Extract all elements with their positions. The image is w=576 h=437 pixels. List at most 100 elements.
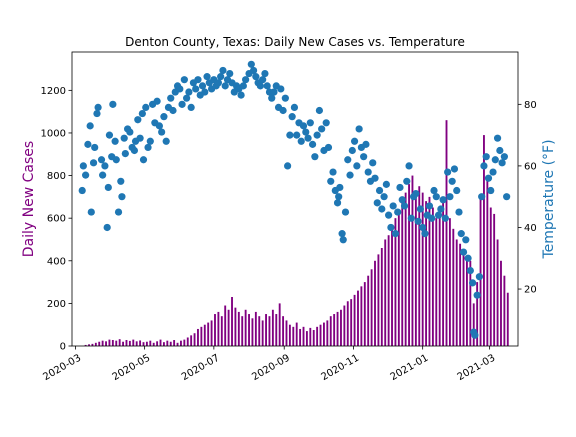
temperature-point xyxy=(105,131,114,139)
case-bar xyxy=(489,207,492,346)
temperature-point xyxy=(480,162,488,170)
temperature-point xyxy=(167,94,175,102)
temperature-point xyxy=(176,85,184,93)
case-bar xyxy=(316,326,319,346)
case-bar xyxy=(173,340,176,346)
temperature-point xyxy=(400,202,409,210)
temperature-point xyxy=(284,162,292,170)
temperature-point xyxy=(313,131,321,139)
case-bar xyxy=(452,228,455,346)
temperature-point xyxy=(112,156,120,164)
temperature-point xyxy=(252,73,260,81)
case-bar xyxy=(445,120,448,346)
case-bar xyxy=(186,337,189,346)
temperature-point xyxy=(371,174,379,182)
temperature-point xyxy=(346,171,354,179)
case-bar xyxy=(336,311,339,346)
case-bar xyxy=(408,184,410,346)
temperature-point xyxy=(118,193,126,201)
case-bar xyxy=(125,340,128,346)
temperature-point xyxy=(160,113,168,121)
temperature-point xyxy=(394,208,402,216)
case-bar xyxy=(91,343,94,346)
temperature-point xyxy=(217,73,225,81)
temperature-point xyxy=(496,146,504,155)
case-bar xyxy=(483,135,485,346)
temperature-point xyxy=(142,103,150,112)
temperature-point xyxy=(91,143,99,152)
temperature-point xyxy=(471,331,479,339)
case-bar xyxy=(166,340,169,346)
case-bar xyxy=(111,340,114,346)
case-bar xyxy=(442,196,445,346)
x-axis-ticks: 2020-03 2020-05 2020-07 2020-09 2020-11 2021-… xyxy=(41,346,497,383)
case-bar xyxy=(323,322,325,346)
x-tick-label: 2020-11 xyxy=(319,353,361,383)
left-tick-label: 600 xyxy=(47,214,66,225)
temperature-point xyxy=(498,159,506,167)
case-bar xyxy=(224,305,227,346)
temperature-point xyxy=(104,183,112,192)
temperature-point xyxy=(111,137,119,145)
case-bar xyxy=(207,322,210,346)
case-bar xyxy=(183,339,186,346)
temperature-point xyxy=(286,131,294,139)
case-bar xyxy=(162,342,165,346)
temperature-point xyxy=(82,171,90,179)
case-bar xyxy=(472,303,475,346)
temperature-point xyxy=(99,171,107,179)
temperature-point xyxy=(469,279,477,287)
case-bar xyxy=(265,314,267,346)
temperature-point xyxy=(121,149,129,158)
case-bar xyxy=(326,320,329,346)
case-bar xyxy=(479,196,482,346)
temperature-point xyxy=(261,69,269,78)
case-bar xyxy=(271,309,274,346)
temperature-point xyxy=(466,266,474,275)
case-bar xyxy=(169,341,172,346)
temperature-point xyxy=(180,76,188,84)
case-bar xyxy=(220,316,223,346)
case-bar xyxy=(231,297,233,346)
right-axis-label: Temperature (°F) xyxy=(541,139,557,259)
temperature-point xyxy=(414,217,422,225)
temperature-point xyxy=(389,202,397,210)
temperature-point xyxy=(158,128,166,136)
left-tick-label: 1200 xyxy=(41,86,66,97)
temperature-point xyxy=(339,236,347,244)
temperature-point xyxy=(455,208,463,216)
temperature-point xyxy=(130,146,139,155)
x-tick-label: 2020-03 xyxy=(41,353,83,383)
case-bar xyxy=(180,340,182,346)
temperature-point xyxy=(464,254,472,262)
temperature-point xyxy=(336,183,344,192)
plot-frame xyxy=(71,51,519,347)
temperature-point xyxy=(308,140,317,148)
temperature-point xyxy=(288,113,296,121)
temperature-point xyxy=(437,205,445,213)
temperature-point xyxy=(329,168,337,176)
temperature-point xyxy=(473,291,481,299)
temperature-point xyxy=(487,186,495,195)
temperature-point xyxy=(79,162,87,170)
temperature-point xyxy=(425,202,434,210)
temperature-point xyxy=(403,177,411,185)
temperature-point xyxy=(493,134,502,142)
case-bar xyxy=(268,316,271,346)
temperature-point xyxy=(412,190,420,198)
case-bar xyxy=(115,340,118,346)
case-bar xyxy=(391,226,393,346)
temperature-point xyxy=(353,162,361,170)
temperature-point xyxy=(387,223,395,232)
temperature-point xyxy=(101,162,109,170)
case-bar xyxy=(98,341,101,346)
case-bar xyxy=(241,316,244,346)
temperature-point xyxy=(277,85,285,93)
temperature-point xyxy=(78,186,86,195)
temperature-point xyxy=(134,116,142,124)
temperature-point xyxy=(290,103,299,112)
case-bar xyxy=(258,316,261,346)
temperature-point xyxy=(263,82,271,90)
temperature-point xyxy=(446,193,454,201)
